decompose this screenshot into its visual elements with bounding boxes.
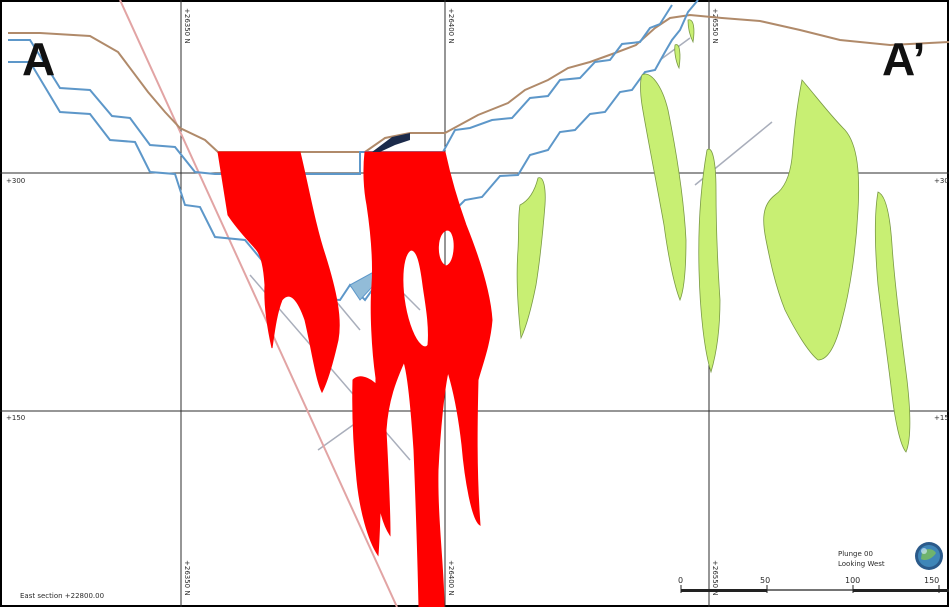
fault-line [119,0,398,607]
green-ore-body-2 [640,73,687,302]
red-ore-body-2 [363,151,493,607]
elevation-label-150-right: +15 [934,414,949,422]
green-ore-body-6 [687,19,695,44]
northing-label-bottom-2: +26400 N [447,560,455,596]
pit-shell-outer [8,4,673,175]
structure-line-3 [334,299,361,331]
northing-label-bottom-3: +26550 N [711,560,719,596]
green-ore-body-7 [674,44,681,70]
northing-label-bottom-1: +26350 N [183,560,191,596]
dark-pit-floor-accent [372,133,410,152]
northing-label-top-2: +26400 N [447,8,455,44]
scale-bar: 0 50 100 150 [678,576,949,593]
view-plunge-label: Plunge 00 [838,550,873,558]
scale-label-50: 50 [760,576,770,585]
scale-label-0: 0 [678,576,683,585]
green-ore-bodies [516,19,911,453]
elevation-label-300-right: +30 [934,177,949,185]
red-ore-body-3 [352,376,385,557]
green-ore-body-4 [763,79,860,361]
pit-shell-inner [8,0,699,302]
green-ore-body-3 [698,148,721,374]
orientation-globe-icon [915,542,943,570]
northing-label-top-1: +26350 N [183,8,191,44]
view-direction-label: Looking West [838,560,885,568]
green-ore-body-5 [874,191,911,453]
green-ore-body-1 [516,177,546,340]
elevation-label-300-left: +300 [6,177,25,185]
section-label-a-prime: A’ [882,33,925,85]
red-ore-body-1 [217,151,340,394]
northing-label-top-3: +26550 N [711,8,719,44]
section-caption: East section +22800.00 [20,592,104,600]
scale-label-100: 100 [845,576,860,585]
pit-shells [8,0,699,302]
elevation-label-150-left: +150 [6,414,25,422]
section-label-a: A [22,33,55,85]
red-ore-bodies [217,151,493,607]
scale-label-150: 150 [924,576,939,585]
topography-line [8,13,949,153]
